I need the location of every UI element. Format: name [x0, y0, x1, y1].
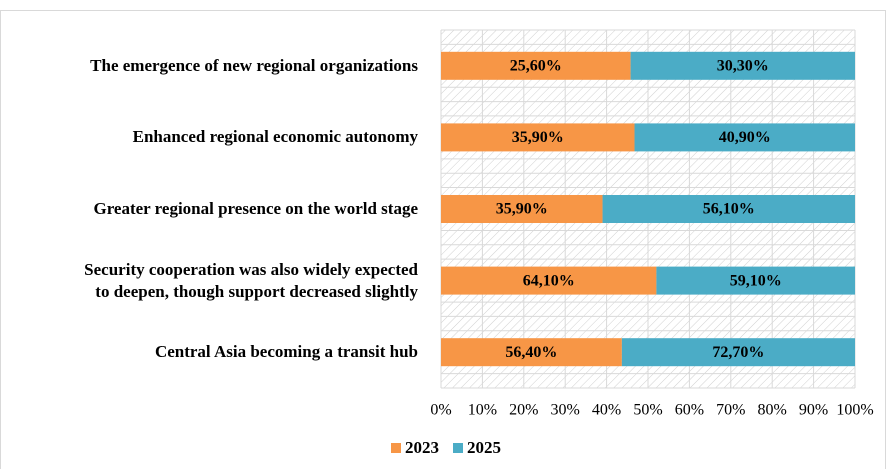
legend-swatch [391, 443, 401, 453]
bar [441, 266, 657, 295]
data-label: 25,60% [510, 57, 562, 74]
data-label: 40,90% [719, 129, 771, 146]
data-label: 64,10% [523, 272, 575, 289]
bar [441, 195, 603, 223]
bar [441, 123, 635, 152]
bar [441, 51, 631, 80]
data-label: 59,10% [730, 272, 782, 289]
category-label: Enhanced regional economic autonomy [132, 127, 418, 147]
bar [602, 195, 855, 223]
x-tick-label: 90% [799, 402, 828, 419]
data-label: 30,30% [717, 57, 769, 74]
category-label: Security cooperation was also widely exp… [84, 259, 418, 301]
legend-label: 2023 [405, 438, 439, 457]
data-label: 56,10% [703, 201, 755, 218]
chart-border [0, 10, 886, 469]
data-label: 35,90% [496, 201, 548, 218]
x-tick-label: 50% [633, 402, 662, 419]
x-tick-label: 40% [592, 402, 621, 419]
x-tick-label: 80% [758, 402, 787, 419]
x-tick-label: 10% [468, 402, 497, 419]
category-label: Greater regional presence on the world s… [93, 199, 418, 218]
x-tick-label: 70% [716, 402, 745, 419]
bar [656, 266, 855, 295]
bar [441, 338, 622, 367]
x-tick-label: 60% [675, 402, 704, 419]
legend-swatch [453, 443, 463, 453]
x-tick-label: 20% [509, 402, 538, 419]
bar [621, 338, 855, 367]
x-tick-label: 30% [551, 402, 580, 419]
data-label: 72,70% [712, 344, 764, 361]
data-label: 35,90% [512, 129, 564, 146]
bar [634, 123, 855, 152]
data-label: 56,40% [505, 344, 557, 361]
x-tick-label: 0% [430, 402, 451, 419]
category-label: The emergence of new regional organizati… [90, 55, 418, 75]
category-label: Central Asia becoming a transit hub [154, 342, 418, 362]
x-tick-label: 100% [836, 402, 873, 419]
legend-label: 2025 [467, 438, 501, 457]
bar [630, 51, 855, 80]
